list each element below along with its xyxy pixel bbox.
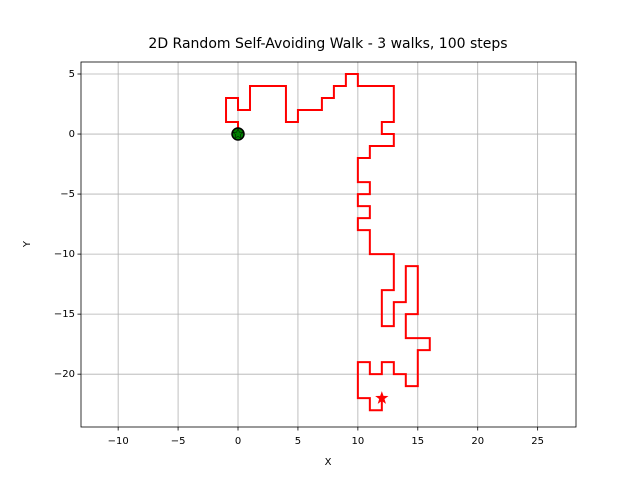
x-tick-label: 15	[411, 436, 424, 447]
y-tick-label: −15	[54, 309, 75, 320]
x-tick-label: 5	[295, 436, 301, 447]
end-marker	[375, 391, 389, 404]
y-tick-label: 5	[69, 69, 75, 80]
plot-frame	[80, 61, 577, 428]
x-tick-label: 10	[351, 436, 364, 447]
x-axis-label: X	[325, 457, 332, 468]
x-tick-label: 20	[471, 436, 484, 447]
y-tick-label: −10	[54, 249, 75, 260]
y-tick-label: −20	[54, 369, 75, 380]
y-axis-label: Y	[22, 240, 33, 248]
x-tick-label: −5	[171, 436, 186, 447]
x-tick-label: 0	[235, 436, 241, 447]
y-tick-label: −5	[60, 189, 75, 200]
y-tick-label: 0	[69, 129, 75, 140]
x-tick-label: −10	[108, 436, 129, 447]
start-star	[232, 127, 244, 140]
walk-line	[225, 73, 431, 412]
chart-title: 2D Random Self-Avoiding Walk - 3 walks, …	[148, 36, 507, 52]
x-tick-label: 25	[531, 436, 544, 447]
